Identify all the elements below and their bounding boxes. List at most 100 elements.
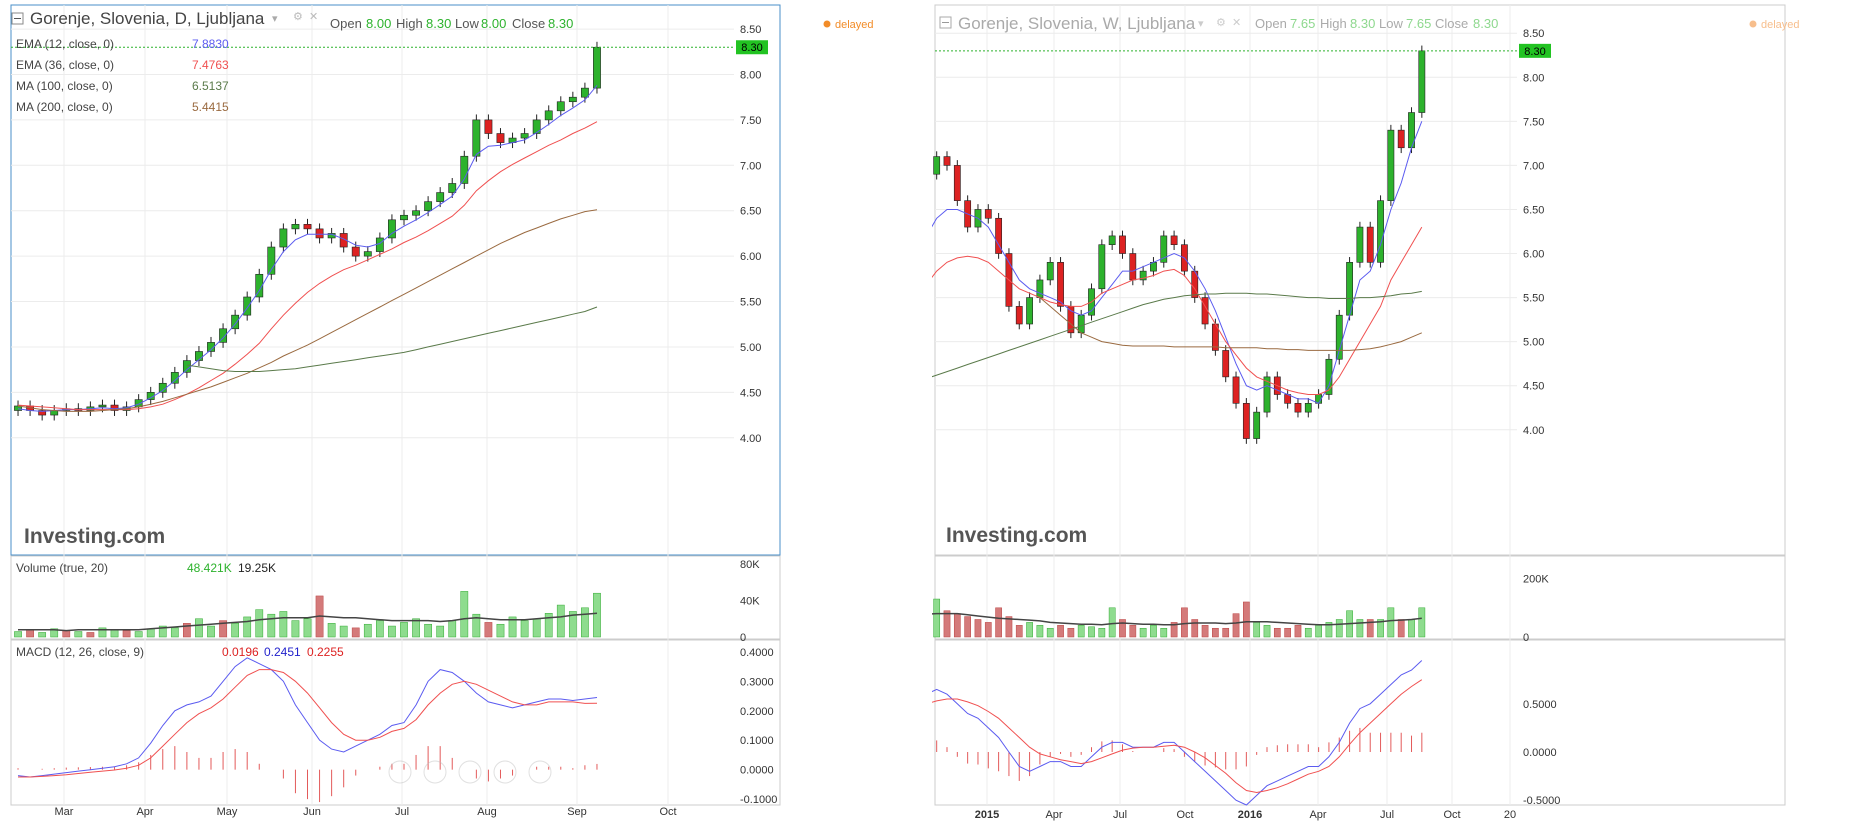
settings-icon[interactable]: ⚙ (293, 11, 303, 23)
macd-tick-label: 0.4000 (740, 647, 774, 659)
volume-bar (1377, 619, 1384, 638)
candle (460, 155, 469, 184)
volume-bar (400, 622, 408, 638)
volume-bar (327, 623, 336, 638)
candle (255, 273, 264, 298)
close-value: 8.30 (1473, 16, 1498, 31)
candle (520, 133, 529, 139)
y-tick-label: 5.00 (740, 342, 761, 354)
high-value: 8.30 (1350, 16, 1375, 31)
volume-bar (86, 632, 95, 638)
candle (1098, 244, 1106, 290)
volume-bar (556, 604, 565, 638)
volume-bar (568, 611, 577, 638)
macd-signal-value: 0.2255 (307, 645, 344, 659)
candle (279, 228, 288, 248)
zoom-out-button[interactable] (388, 760, 412, 784)
candle (291, 224, 300, 230)
macd-line (932, 660, 1423, 806)
x-tick-label: Sep (567, 806, 587, 818)
volume-bar (122, 630, 131, 638)
volume-bar (207, 625, 215, 638)
settings-icon[interactable]: ⚙ (1216, 17, 1226, 29)
macd-panel-frame (934, 639, 1786, 806)
y-tick-label: 6.50 (740, 206, 761, 218)
low-value: 8.00 (481, 16, 506, 31)
candle (593, 46, 601, 89)
candle (472, 119, 481, 157)
daily-chart-pane[interactable]: 8.50 8.00 7.50 7.00 6.50 6.00 5.50 5.00 4.50 4.00… (0, 0, 932, 825)
zoom-in-button[interactable] (493, 760, 517, 784)
candle (424, 201, 433, 212)
candle (1046, 262, 1054, 281)
volume-bar (1243, 601, 1250, 638)
volume-bar (26, 629, 34, 638)
zoom-controls (388, 760, 552, 784)
reset-button[interactable] (423, 760, 447, 784)
indicator-value: 5.4415 (192, 100, 229, 114)
y-tick-label: 7.50 (1523, 116, 1544, 128)
candle (98, 404, 107, 408)
candle (1160, 235, 1168, 263)
y-tick-label: 6.00 (740, 251, 761, 263)
indicator-line (186, 306, 598, 372)
volume-value: 48.421K (187, 561, 232, 575)
volume-bar (472, 613, 481, 638)
symbol-dropdown-icon[interactable]: ▾ (272, 13, 278, 25)
volume-bar (484, 622, 493, 638)
volume-bar (1232, 613, 1240, 638)
indicator-value: 7.4763 (192, 58, 229, 72)
volume-bar (436, 625, 445, 638)
candle (1222, 350, 1230, 378)
candle (1253, 411, 1261, 439)
candle (436, 192, 445, 202)
volume-bar (195, 618, 203, 638)
indicator-line (932, 226, 1423, 395)
volume-bar (98, 627, 107, 638)
volume-bar (1170, 622, 1178, 638)
close-icon[interactable]: ✕ (309, 11, 318, 23)
volume-bar (134, 631, 143, 638)
volume-bar (1108, 607, 1116, 638)
scroll-right-button[interactable] (528, 760, 552, 784)
macd-tick-label: 0.0000 (1523, 747, 1557, 759)
volume-bar (1222, 627, 1230, 638)
volume-bar (1046, 627, 1054, 638)
volume-bar (974, 619, 982, 638)
volume-bar (1356, 619, 1364, 638)
y-tick-label: 5.50 (740, 297, 761, 309)
high-label: High (1320, 16, 1347, 31)
volume-bar (496, 623, 505, 638)
volume-bar (243, 616, 252, 638)
symbol-dropdown-icon[interactable]: ▾ (1198, 18, 1204, 30)
close-icon[interactable]: ✕ (1232, 17, 1241, 29)
indicator-label: EMA (12, close, 0) (16, 37, 114, 51)
x-tick-label: 2015 (975, 809, 999, 821)
candle (1015, 306, 1023, 325)
candle (412, 210, 420, 216)
open-value: 8.00 (366, 16, 391, 31)
x-tick-label: 2016 (1238, 809, 1262, 821)
volume-tick-label: 200K (1523, 574, 1549, 586)
y-tick-label: 8.50 (1523, 28, 1544, 40)
y-tick-label: 4.00 (740, 433, 761, 445)
volume-bar (303, 618, 312, 638)
candle (532, 119, 541, 134)
status-dot (1749, 20, 1757, 28)
candle (1057, 262, 1064, 307)
volume-bar (375, 620, 384, 638)
volume-bar (1263, 625, 1271, 638)
volume-bar (460, 591, 469, 638)
macd-hist-value: 0.0196 (222, 645, 259, 659)
volume-bar (412, 618, 420, 638)
weekly-chart-pane[interactable]: 8.50 8.00 7.50 7.00 6.50 6.00 5.50 5.00 4.50 4.00… (932, 0, 1864, 825)
symbol-title: Gorenje, Slovenia, D, Ljubljana (30, 9, 265, 28)
y-tick-label: 8.00 (740, 69, 761, 81)
scroll-left-button[interactable] (458, 760, 482, 784)
candle (995, 217, 1003, 254)
candle (544, 110, 553, 121)
y-tick-label: 7.50 (740, 115, 761, 127)
volume-bar (424, 623, 432, 638)
candle (448, 183, 457, 193)
volume-bar (231, 623, 240, 638)
